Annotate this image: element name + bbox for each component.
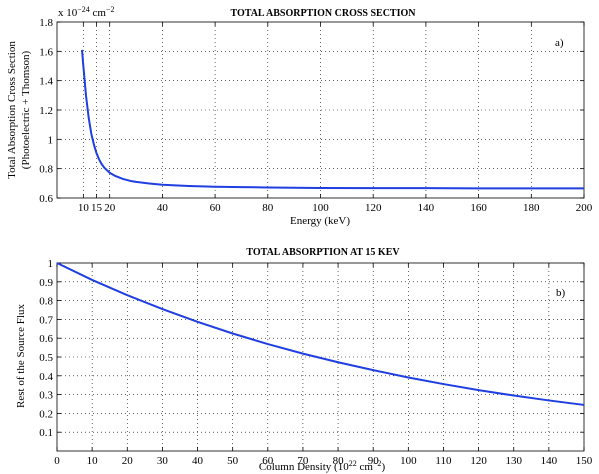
- chart-a-xtick-label: 60: [210, 202, 222, 214]
- chart-a-xtick-label: 180: [523, 202, 540, 214]
- chart-b-xtick-label: 10: [87, 455, 99, 467]
- chart-b-axes: [56, 262, 585, 452]
- chart-b-ytick-label: 1: [48, 258, 54, 270]
- chart-a-xtick-label: 15: [91, 202, 103, 214]
- chart-b-ytick-label: 0.6: [39, 333, 53, 345]
- chart-a-xtick-label: 160: [470, 202, 487, 214]
- chart-a-ytick-label: 0.8: [39, 164, 53, 176]
- chart-b-xtick-label: 60: [262, 455, 274, 467]
- chart-b-xlabel: Column Density (1022 cm−2): [259, 459, 386, 473]
- chart-b-xtick-label: 140: [541, 455, 558, 467]
- chart-a-xtick-label: 80: [262, 202, 274, 214]
- chart-a-xtick-label: 120: [365, 202, 382, 214]
- chart-a-xtick-label: 140: [418, 202, 435, 214]
- chart-b-ytick-label: 0.2: [39, 408, 53, 420]
- chart-a-ylabel-line1: Total Absorption Cross Section: [6, 41, 18, 179]
- chart-b-xtick-label: 120: [470, 455, 487, 467]
- chart-a-xtick-label: 200: [576, 202, 593, 214]
- panel-b: TOTAL ABSORPTION AT 15 KEV 0 10 20 30 40 50 60…: [15, 247, 593, 473]
- chart-b-ticks: 0 10 20 30 40 50 60 70 80 90 100 110 120 130 140 150 0.1…: [39, 258, 593, 467]
- chart-b-xtick-label: 90: [368, 455, 380, 467]
- chart-b-xtick-label: 40: [192, 455, 204, 467]
- panel-a: TOTAL ABSORPTION CROSS SECTION x 10−24 c…: [6, 5, 593, 227]
- chart-b-xtick-label: 70: [297, 455, 309, 467]
- chart-a-xlabel: Energy (keV): [290, 215, 350, 227]
- chart-b-xtick-label: 0: [54, 455, 60, 467]
- chart-b-xtick-label: 20: [122, 455, 134, 467]
- chart-a-ytick-label: 0.6: [39, 193, 53, 205]
- chart-a-grid: [57, 22, 584, 198]
- chart-b-title: TOTAL ABSORPTION AT 15 KEV: [246, 247, 400, 258]
- chart-a-unit: x 10−24 cm−2: [58, 5, 114, 19]
- chart-b-ytick-label: 0.1: [39, 427, 53, 439]
- chart-a-ytick-label: 1.8: [39, 17, 53, 29]
- chart-a-xtick-label: 10: [78, 202, 90, 214]
- chart-a-ytick-label: 1.6: [39, 46, 53, 58]
- chart-b-xtick-label: 110: [435, 455, 452, 467]
- chart-a-ytick-label: 1.4: [39, 76, 53, 88]
- chart-b-grid: [57, 263, 584, 451]
- chart-b-xtick-label: 50: [227, 455, 239, 467]
- chart-b-ytick-label: 0.5: [39, 352, 53, 364]
- chart-a-series-line: [81, 49, 584, 190]
- chart-a-ylabel-line2: (Photoelectric + Thomson): [20, 50, 32, 169]
- chart-b-xtick-label: 130: [505, 455, 522, 467]
- chart-b-xtick-label: 30: [157, 455, 169, 467]
- chart-b-ytick-label: 0.4: [39, 371, 53, 383]
- chart-b-ylabel: Rest of the Source Flux: [15, 304, 27, 408]
- chart-b-xtick-label: 100: [400, 455, 417, 467]
- chart-a-ytick-label: 1: [48, 134, 54, 146]
- chart-b-xtick-label: 150: [576, 455, 593, 467]
- chart-a-ticks: 10 15 20 40 60 80 100 120 140 160 180 200 0.6 0.8 1 1.2…: [39, 17, 593, 214]
- chart-b-ytick-label: 0.7: [39, 314, 53, 326]
- chart-b-xtick-label: 80: [333, 455, 345, 467]
- chart-a-ytick-label: 1.2: [39, 105, 53, 117]
- chart-b-ytick-label: 0.8: [39, 296, 53, 308]
- chart-a-annotation: a): [555, 37, 564, 49]
- chart-b-annotation: b): [556, 287, 566, 299]
- chart-a-xtick-label: 20: [104, 202, 116, 214]
- chart-b-series-line: [56, 262, 585, 406]
- chart-a-xtick-label: 100: [312, 202, 329, 214]
- chart-a-xtick-label: 40: [157, 202, 169, 214]
- chart-b-ytick-label: 0.9: [39, 277, 53, 289]
- chart-a-title: TOTAL ABSORPTION CROSS SECTION: [231, 8, 417, 19]
- chart-b-ytick-label: 0.3: [39, 390, 53, 402]
- chart-a-axes: [56, 21, 585, 199]
